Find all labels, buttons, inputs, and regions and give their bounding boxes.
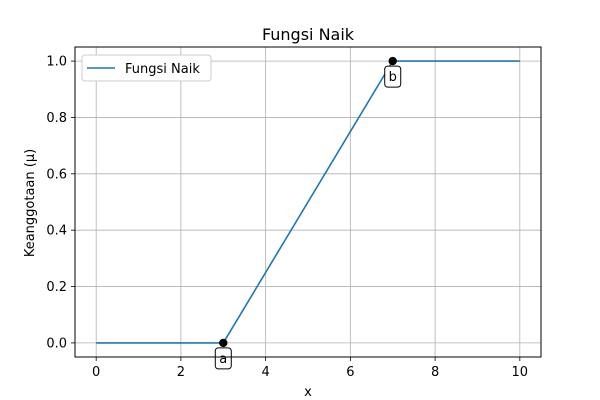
legend-box [81, 54, 212, 82]
data-lines [96, 60, 520, 344]
point-marker-a [219, 338, 228, 348]
y-tick-label: 0.4 [46, 224, 67, 239]
x-tick-label: 8 [431, 365, 439, 380]
point-marker-b [388, 56, 397, 66]
chart-title: Fungsi Naik [262, 25, 355, 44]
y-tick-label: 0.8 [46, 111, 67, 126]
y-tick-label: 0.6 [46, 167, 67, 182]
plot-frame [74, 46, 542, 358]
y-tick-label: 0.2 [46, 280, 67, 295]
y-axis-label: Keanggotaan (μ) [23, 149, 38, 257]
x-tick-label: 6 [346, 365, 354, 380]
grid [75, 47, 541, 357]
point-label-b: b [389, 70, 397, 85]
legend: Fungsi Naik [81, 54, 212, 82]
y-tick-label: 0.0 [46, 336, 67, 351]
axis-ticks: 0 2 4 6 8 10 0.0 0.2 0.4 0.6 0.8 1.0 [46, 55, 528, 380]
y-tick-label: 1.0 [46, 55, 67, 70]
point-label-a: a [219, 352, 227, 367]
legend-label: Fungsi Naik [125, 62, 200, 77]
x-axis-label: x [304, 385, 312, 400]
x-tick-label: 10 [512, 365, 529, 380]
series-line [96, 60, 520, 344]
point-label-box-a [214, 347, 232, 370]
x-tick-label: 2 [177, 365, 185, 380]
data-points: ab [214, 56, 402, 370]
x-tick-label: 0 [92, 365, 100, 380]
x-tick-label: 4 [261, 365, 269, 380]
point-label-box-b [384, 65, 402, 88]
